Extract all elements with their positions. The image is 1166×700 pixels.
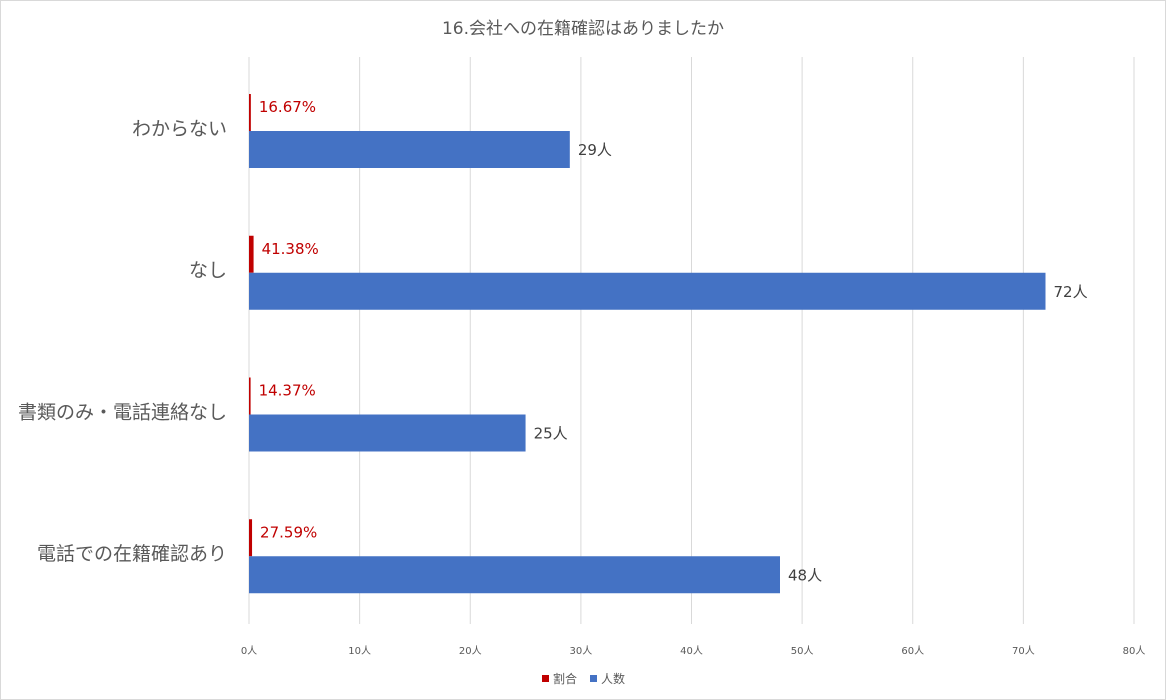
- x-axis-ticks: 0人 10人 20人 30人 40人 50人 60人 70人 80人: [241, 645, 1146, 657]
- bar-count-3: [249, 556, 780, 594]
- data-label-ratio-3: 27.59%: [260, 523, 317, 541]
- x-tick-label-6: 60人: [901, 645, 924, 657]
- x-tick-label-2: 20人: [459, 645, 482, 657]
- data-label-ratio-1: 41.38%: [262, 240, 319, 258]
- x-tick-label-7: 70人: [1012, 645, 1035, 657]
- bar-ratio-1: [249, 235, 254, 273]
- chart-title: 16.会社への在籍確認はありましたか: [442, 19, 724, 39]
- data-label-ratio-0: 16.67%: [259, 98, 316, 116]
- data-label-count-0: 29人: [578, 141, 612, 159]
- x-tick-label-5: 50人: [791, 645, 814, 657]
- data-label-count-3: 48人: [788, 566, 822, 584]
- bar-count-1: [249, 272, 1046, 310]
- category-label-1: なし: [189, 260, 227, 282]
- x-tick-label-4: 40人: [680, 645, 703, 657]
- x-tick-label-1: 10人: [348, 645, 371, 657]
- legend-swatch-count: [590, 675, 597, 682]
- category-label-0: わからない: [132, 118, 227, 140]
- x-tick-label-3: 30人: [570, 645, 593, 657]
- bar-ratio-2: [249, 377, 251, 415]
- bar-count-2: [249, 414, 526, 452]
- category-label-2: 書類のみ・電話連絡なし: [18, 401, 227, 423]
- category-label-3: 電話での在籍確認あり: [37, 543, 227, 565]
- legend-label-ratio: 割合: [553, 671, 577, 686]
- data-label-ratio-2: 14.37%: [259, 382, 316, 400]
- bar-ratio-3: [249, 519, 253, 557]
- legend: 割合 人数: [542, 671, 625, 686]
- bar-ratio-0: [249, 94, 251, 131]
- x-tick-label-8: 80人: [1123, 645, 1146, 657]
- data-label-count-1: 72人: [1054, 283, 1088, 301]
- legend-swatch-ratio: [542, 675, 549, 682]
- bar-count-0: [249, 131, 570, 168]
- x-tick-label-0: 0人: [241, 645, 257, 657]
- data-label-count-2: 25人: [534, 425, 568, 443]
- bars: 16.67% 29人 41.38% 72人 14.37% 25人 27.59% 48人: [249, 94, 1088, 594]
- legend-label-count: 人数: [601, 671, 625, 686]
